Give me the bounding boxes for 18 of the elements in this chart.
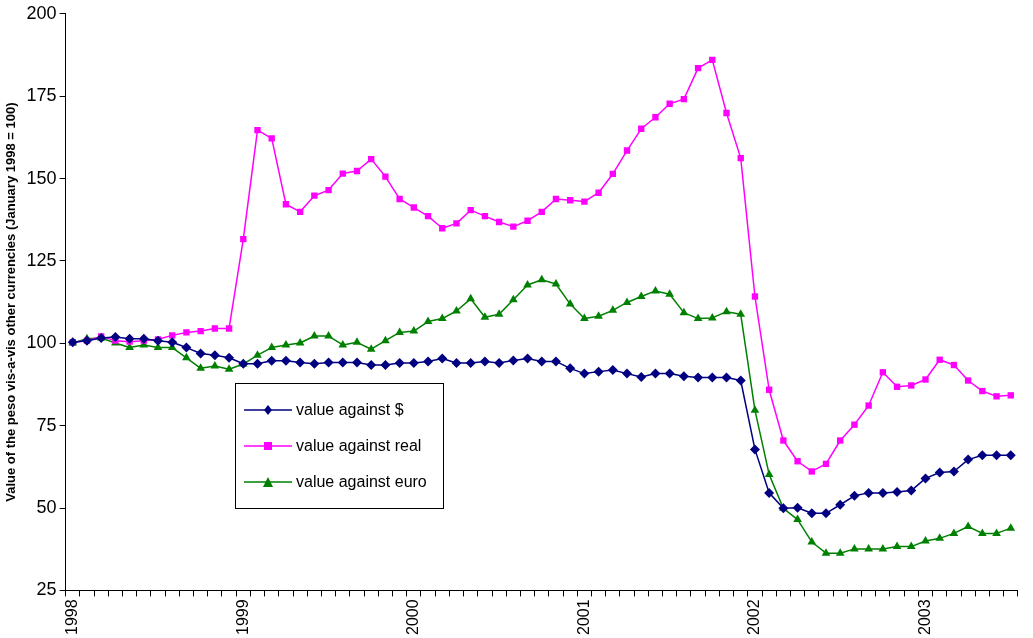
y-tick-label: 125 xyxy=(26,249,57,270)
y-tick-label: 25 xyxy=(36,579,57,600)
y-tick-label: 150 xyxy=(26,167,57,188)
y-axis-title: Value of the peso vis-a-vis other currencies (January 1998 = 100) xyxy=(3,102,19,502)
legend-label: value against real xyxy=(296,437,422,455)
y-tick-label: 50 xyxy=(36,497,57,517)
x-tick-label: 1998 xyxy=(63,599,81,635)
x-tick-label: 2002 xyxy=(745,599,763,635)
x-tick-label: 2000 xyxy=(404,599,422,635)
legend-label: value against $ xyxy=(296,401,404,419)
legend-label: value against euro xyxy=(296,473,427,491)
x-tick-label: 2003 xyxy=(915,599,933,635)
y-tick-label: 200 xyxy=(26,2,57,23)
y-tick-label: 100 xyxy=(26,332,57,353)
x-tick-label: 1999 xyxy=(233,599,251,635)
x-tick-label: 2001 xyxy=(574,599,592,635)
y-tick-label: 175 xyxy=(26,85,57,106)
y-tick-label: 75 xyxy=(36,414,57,435)
